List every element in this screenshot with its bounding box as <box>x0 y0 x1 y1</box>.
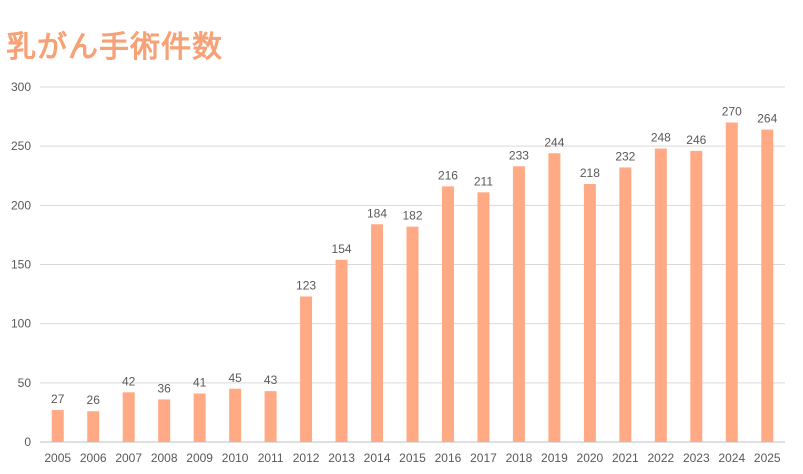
data-label: 232 <box>615 149 635 163</box>
y-tick-label: 250 <box>11 139 31 153</box>
data-label: 264 <box>757 112 777 126</box>
x-tick-label: 2012 <box>293 451 320 465</box>
bar <box>690 150 703 442</box>
data-label: 27 <box>51 392 65 406</box>
x-tick-label: 2009 <box>186 451 213 465</box>
bar <box>229 388 242 442</box>
data-label: 43 <box>264 373 278 387</box>
data-label: 123 <box>296 278 316 292</box>
data-label: 184 <box>367 206 387 220</box>
x-tick-label: 2011 <box>258 451 284 465</box>
x-tick-label: 2014 <box>364 451 391 465</box>
x-axis-ticks: 2005 2006 2007 2008 2009 2010 2011 2012 2013 2014… <box>44 451 781 465</box>
x-tick-label: 2024 <box>718 451 745 465</box>
x-tick-label: 2016 <box>435 451 462 465</box>
x-tick-label: 2023 <box>683 451 710 465</box>
y-tick-label: 300 <box>11 80 31 94</box>
bar <box>300 296 313 442</box>
data-label: 36 <box>157 381 171 395</box>
data-label: 244 <box>544 135 564 149</box>
x-tick-label: 2013 <box>328 451 355 465</box>
bar <box>122 392 135 442</box>
y-tick-label: 50 <box>18 376 32 390</box>
data-label: 182 <box>402 209 422 223</box>
bar <box>548 153 561 442</box>
bars <box>51 122 774 443</box>
bar <box>725 122 738 442</box>
bar <box>406 226 419 442</box>
bar <box>335 259 348 442</box>
data-label: 248 <box>651 131 671 145</box>
x-tick-label: 2010 <box>222 451 249 465</box>
x-tick-label: 2017 <box>470 451 497 465</box>
x-tick-label: 2019 <box>541 451 568 465</box>
bar <box>264 391 277 442</box>
data-label: 26 <box>87 393 101 407</box>
data-labels: 27 26 42 36 41 45 43 123 154 184 182 216 211 233 244 21… <box>51 105 778 408</box>
data-label: 216 <box>438 168 458 182</box>
x-tick-label: 2005 <box>44 451 71 465</box>
data-label: 41 <box>193 375 207 389</box>
bar <box>654 148 667 443</box>
y-tick-label: 200 <box>11 198 31 212</box>
bar <box>512 166 525 443</box>
bar <box>51 410 64 442</box>
bar <box>583 184 596 443</box>
x-tick-label: 2015 <box>399 451 426 465</box>
x-tick-label: 2022 <box>647 451 674 465</box>
x-tick-label: 2021 <box>612 451 639 465</box>
data-label: 270 <box>722 105 742 119</box>
data-label: 233 <box>509 148 529 162</box>
y-tick-label: 100 <box>11 317 31 331</box>
y-axis-ticks: 0 50 100 150 200 250 300 <box>11 80 31 449</box>
y-tick-label: 150 <box>11 258 31 272</box>
chart-title: 乳がん手術件数 <box>6 30 223 65</box>
x-tick-label: 2006 <box>80 451 107 465</box>
data-label: 211 <box>474 174 493 188</box>
data-label: 45 <box>228 371 242 385</box>
y-tick-label: 0 <box>24 435 31 449</box>
x-tick-label: 2025 <box>754 451 781 465</box>
bar <box>371 224 384 442</box>
x-tick-label: 2018 <box>506 451 533 465</box>
bar <box>477 192 490 442</box>
bar <box>193 393 206 442</box>
data-label: 154 <box>332 242 352 256</box>
bar <box>619 167 632 442</box>
x-tick-label: 2020 <box>577 451 604 465</box>
x-tick-label: 2007 <box>115 451 142 465</box>
data-label: 246 <box>686 133 706 147</box>
x-tick-label: 2008 <box>151 451 178 465</box>
bar <box>441 186 454 442</box>
data-label: 218 <box>580 166 600 180</box>
bar <box>87 411 100 442</box>
bar <box>761 129 774 442</box>
data-label: 42 <box>122 374 136 388</box>
bar <box>158 399 171 442</box>
